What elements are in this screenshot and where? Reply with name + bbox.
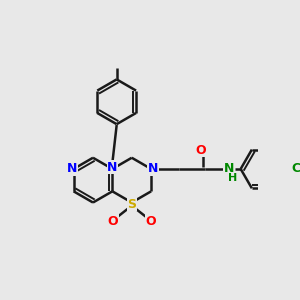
Text: N: N xyxy=(148,162,158,176)
Text: O: O xyxy=(146,215,156,228)
Text: H: H xyxy=(228,172,238,183)
Text: O: O xyxy=(107,215,118,228)
Text: N: N xyxy=(67,162,77,176)
Text: O: O xyxy=(195,143,206,157)
Text: S: S xyxy=(127,198,136,211)
Text: N: N xyxy=(107,161,118,174)
Text: Cl: Cl xyxy=(292,162,300,176)
Text: N: N xyxy=(224,162,234,176)
